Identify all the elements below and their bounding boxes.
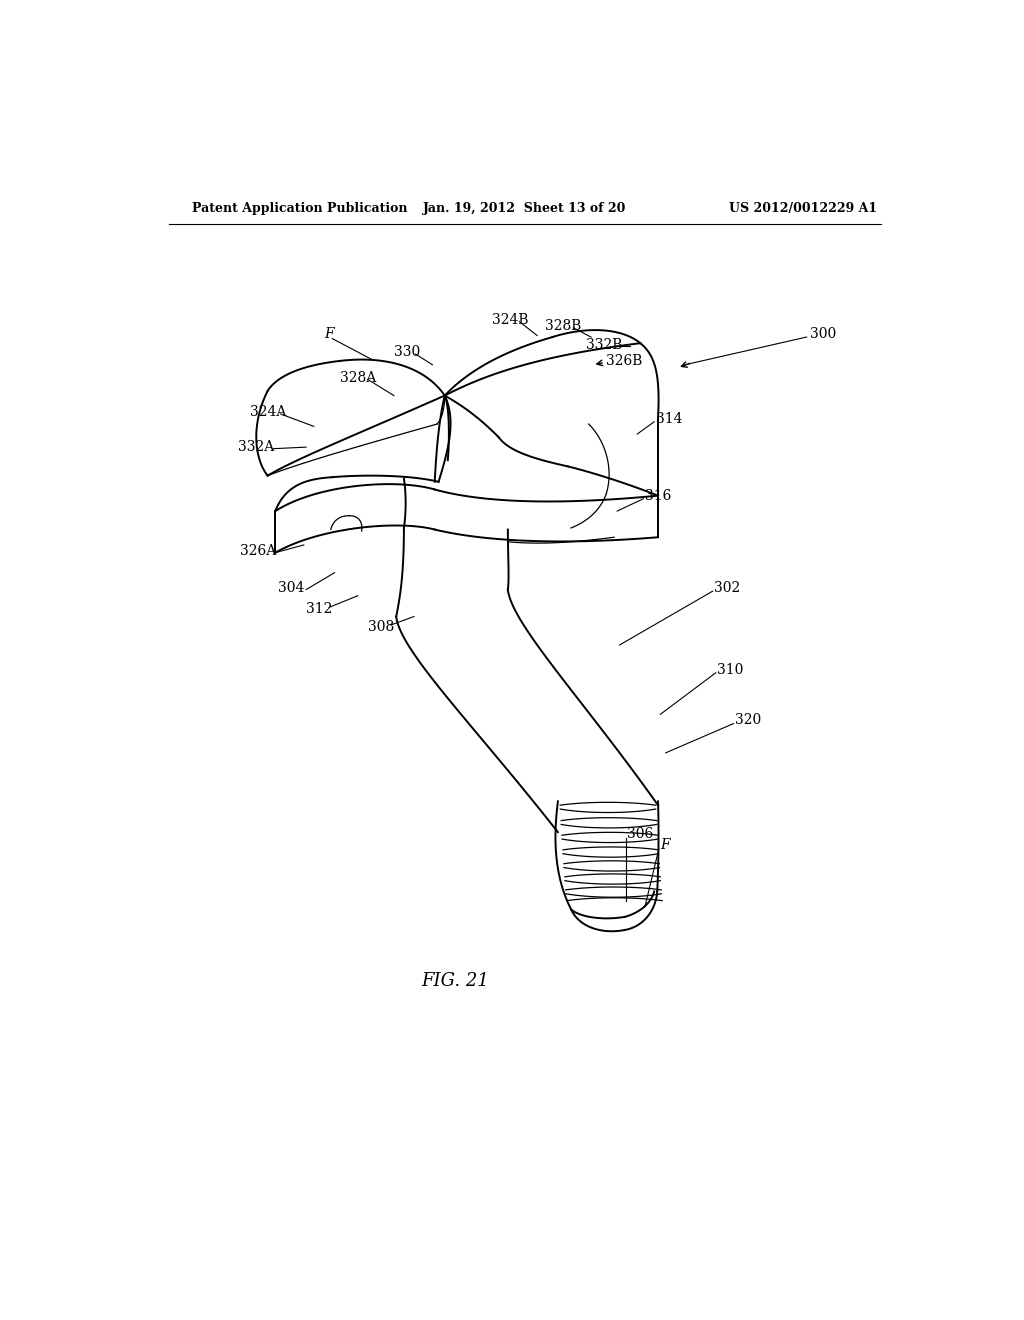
Text: FIG. 21: FIG. 21 xyxy=(422,972,489,990)
Text: 328A: 328A xyxy=(340,371,376,385)
Text: F: F xyxy=(325,327,334,341)
Text: 324B: 324B xyxy=(493,313,529,327)
Text: F: F xyxy=(660,838,670,853)
Text: 302: 302 xyxy=(714,581,740,595)
Text: US 2012/0012229 A1: US 2012/0012229 A1 xyxy=(729,202,878,215)
Text: 306: 306 xyxy=(628,828,653,841)
Text: 312: 312 xyxy=(306,602,333,616)
Text: 330: 330 xyxy=(394,346,420,359)
Text: 308: 308 xyxy=(368,619,394,634)
Text: 304: 304 xyxy=(279,581,305,595)
Text: 326A: 326A xyxy=(240,544,276,558)
Text: Jan. 19, 2012  Sheet 13 of 20: Jan. 19, 2012 Sheet 13 of 20 xyxy=(423,202,627,215)
Text: 332A: 332A xyxy=(239,440,274,454)
Text: 314: 314 xyxy=(655,412,682,425)
Text: 326B: 326B xyxy=(606,354,643,368)
Text: 310: 310 xyxy=(717,664,743,677)
Text: Patent Application Publication: Patent Application Publication xyxy=(193,202,408,215)
Text: 320: 320 xyxy=(735,714,761,727)
Text: 332B: 332B xyxy=(587,338,623,351)
Text: 328B: 328B xyxy=(545,319,582,333)
Text: 316: 316 xyxy=(645,488,672,503)
Text: 300: 300 xyxy=(810,327,836,341)
Text: 324A: 324A xyxy=(250,405,287,420)
